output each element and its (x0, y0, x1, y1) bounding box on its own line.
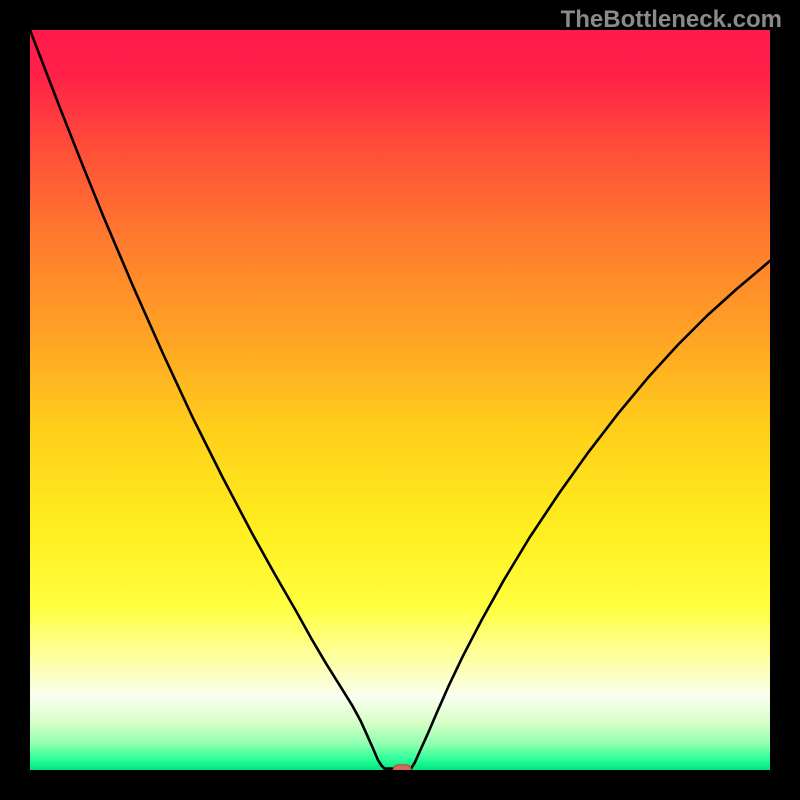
optimum-marker (393, 765, 411, 770)
watermark-text: TheBottleneck.com (561, 6, 782, 34)
curve-overlay (30, 30, 770, 770)
plot-area (30, 30, 770, 770)
bottleneck-curve (30, 30, 384, 769)
bottleneck-curve (411, 261, 770, 769)
chart-container: TheBottleneck.com (0, 0, 800, 800)
